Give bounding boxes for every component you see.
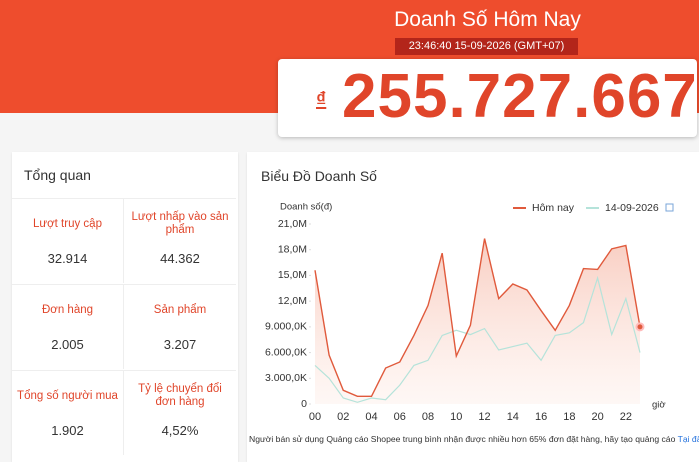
legend-label: Hôm nay: [532, 202, 575, 214]
stat-label: Tổng số người mua: [17, 389, 118, 402]
y-tick-label: 9.000,0K: [265, 321, 307, 333]
y-tick-label: 18,0M: [278, 243, 307, 255]
stat-label: Đơn hàng: [41, 303, 94, 316]
x-tick-label: 00: [309, 411, 321, 423]
x-tick-label: 10: [450, 411, 462, 423]
stat: Đơn hàng 2.005: [12, 284, 124, 369]
footer-link[interactable]: Tại đây: [677, 434, 699, 444]
y-tick-label: 15,0M: [278, 269, 307, 281]
stat-label: Lượt nhấp vào sản phẩm: [131, 211, 229, 236]
x-tick-label: 02: [337, 411, 349, 423]
y-tick-label: 6.000,0K: [265, 346, 307, 358]
last-point: [635, 322, 645, 332]
stat-value: 44.362: [160, 251, 200, 266]
overview-title: Tổng quan: [24, 167, 91, 183]
x-tick-label: 12: [478, 411, 490, 423]
stat-label: Lượt truy cập: [33, 217, 102, 230]
y-axis-label: Doanh số(đ): [280, 202, 332, 213]
footer-note: Người bán sử dụng Quảng cáo Shopee trung…: [249, 434, 699, 444]
x-tick-label: 16: [535, 411, 547, 423]
stat: Sản phẩm 3.207: [124, 284, 236, 369]
stat-value: 1.902: [51, 423, 84, 438]
timestamp: 23:46:40 15-09-2026 (GMT+07): [395, 38, 578, 55]
x-tick-label: 20: [591, 411, 603, 423]
x-tick-label: 22: [620, 411, 632, 423]
stat-label: Tỷ lệ chuyển đổi đơn hàng: [138, 383, 222, 408]
stat-value: 32.914: [47, 251, 88, 266]
stat-value: 4,52%: [161, 423, 199, 438]
series-line: [314, 275, 641, 403]
chart-title: Biểu Đồ Doanh Số: [261, 168, 377, 184]
y-tick-label: 0: [301, 398, 307, 410]
total-box: ₫ 255.727.667: [278, 59, 697, 137]
x-tick-label: 06: [394, 411, 406, 423]
x-tick-label: 14: [507, 411, 519, 423]
calendar-icon: [665, 203, 674, 212]
x-axis-label: giờ: [652, 400, 666, 411]
series-line: [314, 238, 641, 397]
stat: Tổng số người mua 1.902: [12, 370, 124, 455]
header-title: Doanh Số Hôm Nay: [394, 8, 581, 31]
stat: Lượt nhấp vào sản phẩm 44.362: [124, 198, 236, 283]
stat-value: 3.207: [163, 337, 197, 352]
stat: Lượt truy cập 32.914: [12, 198, 124, 283]
footer-text: Người bán sử dụng Quảng cáo Shopee trung…: [249, 434, 676, 444]
y-tick-label: 3.000,0K: [265, 372, 307, 384]
x-tick-label: 04: [365, 411, 377, 423]
legend-label: 14-09-2026: [605, 202, 659, 214]
y-tick-label: 21,0M: [278, 218, 307, 230]
stat-value: 2.005: [51, 337, 84, 352]
y-tick-label: 12,0M: [278, 295, 307, 307]
stat-label: Sản phẩm: [153, 303, 207, 316]
area-fill: [315, 238, 640, 404]
x-tick-label: 18: [563, 411, 575, 423]
currency: ₫: [316, 89, 327, 111]
stat: Tỷ lệ chuyển đổi đơn hàng 4,52%: [124, 370, 236, 455]
overview-card: Tổng quan Lượt truy cập 32.914 Lượt nhấp …: [12, 152, 238, 462]
total-sales: 255.727.667: [342, 62, 698, 131]
x-tick-label: 08: [422, 411, 434, 423]
